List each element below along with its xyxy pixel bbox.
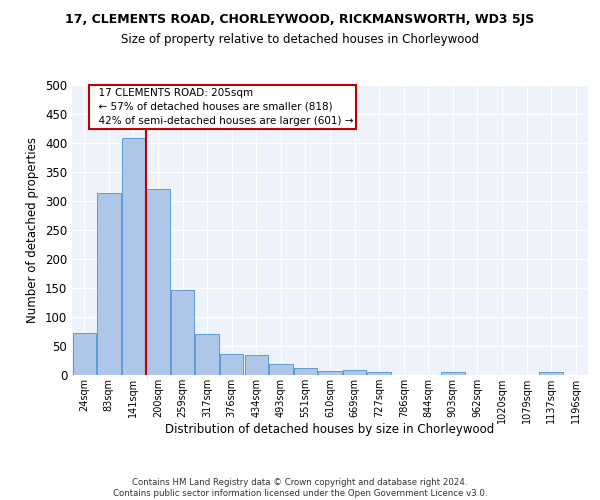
Bar (97, 194, 121, 375)
Bar (319, 371, 341, 375)
Bar (343, 370, 366, 375)
Bar (122, 138, 145, 375)
Text: 17, CLEMENTS ROAD, CHORLEYWOOD, RICKMANSWORTH, WD3 5JS: 17, CLEMENTS ROAD, CHORLEYWOOD, RICKMANS… (65, 12, 535, 26)
Bar (196, 334, 219, 375)
Text: Contains HM Land Registry data © Crown copyright and database right 2024.
Contai: Contains HM Land Registry data © Crown c… (113, 478, 487, 498)
Bar (539, 372, 563, 375)
Bar (441, 372, 464, 375)
Bar (245, 354, 268, 375)
Y-axis label: Number of detached properties: Number of detached properties (26, 137, 40, 323)
Text: Distribution of detached houses by size in Chorleywood: Distribution of detached houses by size … (166, 422, 494, 436)
Bar (220, 354, 244, 375)
Text: 17 CLEMENTS ROAD: 205sqm
  ← 57% of detached houses are smaller (818)
  42% of s: 17 CLEMENTS ROAD: 205sqm ← 57% of detach… (92, 88, 353, 126)
Bar (146, 190, 170, 375)
Bar (294, 368, 317, 375)
Bar (73, 332, 96, 375)
Bar (171, 290, 194, 375)
Bar (367, 372, 391, 375)
Text: Size of property relative to detached houses in Chorleywood: Size of property relative to detached ho… (121, 32, 479, 46)
Bar (269, 364, 293, 375)
